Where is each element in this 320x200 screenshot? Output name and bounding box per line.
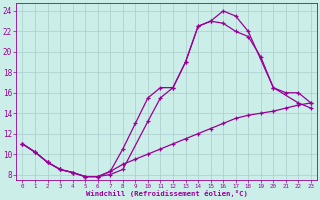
X-axis label: Windchill (Refroidissement éolien,°C): Windchill (Refroidissement éolien,°C) <box>86 190 248 197</box>
